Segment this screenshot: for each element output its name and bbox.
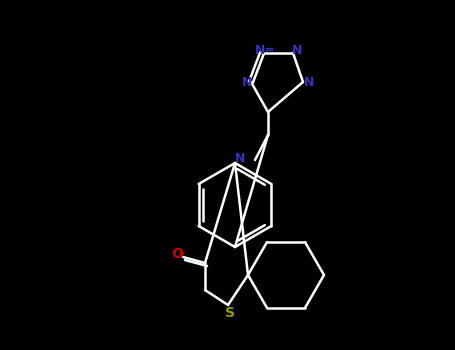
Text: O: O: [171, 247, 183, 261]
Text: N: N: [304, 77, 314, 90]
Text: S: S: [225, 306, 235, 320]
Text: N: N: [292, 43, 302, 56]
Text: N: N: [242, 77, 252, 90]
Text: N: N: [235, 152, 245, 164]
Text: =: =: [265, 45, 275, 55]
Text: N: N: [255, 44, 265, 57]
